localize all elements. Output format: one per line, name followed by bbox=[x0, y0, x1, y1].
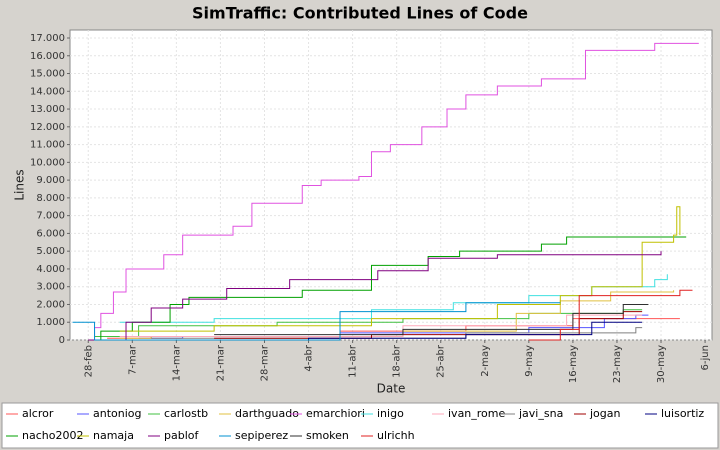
x-tick-label: 6-jun bbox=[700, 345, 711, 370]
y-tick-label: 11.000 bbox=[30, 140, 65, 151]
legend-label: inigo bbox=[377, 407, 404, 420]
legend-label: luisortiz bbox=[661, 407, 704, 420]
legend-label: nacho2002 bbox=[22, 429, 83, 442]
legend-box bbox=[1, 402, 719, 449]
y-axis-title: Lines bbox=[13, 169, 27, 200]
legend-label: javi_sna bbox=[518, 407, 563, 420]
legend-label: alcror bbox=[22, 407, 54, 420]
legend-label: carlostb bbox=[164, 407, 208, 420]
x-tick-label: 4-abr bbox=[304, 344, 315, 371]
x-tick-label: 16-may bbox=[568, 345, 579, 383]
legend-label: emarchiori bbox=[306, 407, 365, 420]
legend-label: antoniog bbox=[93, 407, 142, 420]
legend-label: ulrichh bbox=[377, 429, 415, 442]
y-tick-label: 16.000 bbox=[30, 51, 65, 62]
y-tick-label: 6.000 bbox=[36, 228, 65, 239]
series-line bbox=[528, 289, 693, 341]
legend-label: jogan bbox=[589, 407, 621, 420]
legend-label: darthguado bbox=[235, 407, 299, 420]
series-line bbox=[72, 302, 561, 341]
y-tick-label: 14.000 bbox=[30, 86, 65, 97]
y-tick-label: 0 bbox=[59, 335, 65, 346]
legend: alcror antoniog carlostb darthguado emarchio… bbox=[6, 407, 704, 442]
x-tick-label: 14-mar bbox=[171, 344, 182, 381]
y-tick-label: 2.000 bbox=[36, 299, 65, 310]
y-tick-label: 9.000 bbox=[36, 175, 65, 186]
y-tick-label: 8.000 bbox=[36, 193, 65, 204]
series-line bbox=[88, 251, 662, 341]
y-tick-label: 3.000 bbox=[36, 282, 65, 293]
x-tick-label: 18-abr bbox=[392, 344, 403, 378]
x-tick-label: 28-feb bbox=[83, 345, 94, 377]
y-tick-label: 4.000 bbox=[36, 264, 65, 275]
x-tick-label: 25-abr bbox=[436, 344, 447, 378]
y-tick-label: 17.000 bbox=[30, 33, 65, 44]
y-tick-label: 7.000 bbox=[36, 211, 65, 222]
y-tick-label: 12.000 bbox=[30, 122, 65, 133]
series-line bbox=[88, 42, 699, 341]
x-tick-label: 21-mar bbox=[215, 344, 226, 381]
x-tick-label: 28-mar bbox=[259, 344, 270, 381]
legend-label: smoken bbox=[306, 429, 349, 442]
y-tick-label: 10.000 bbox=[30, 157, 65, 168]
x-tick-label: 9-may bbox=[524, 345, 535, 377]
x-axis-title: Date bbox=[377, 382, 406, 396]
y-tick-label: 15.000 bbox=[30, 69, 65, 80]
series-line bbox=[88, 236, 687, 341]
x-tick-label: 11-abr bbox=[348, 344, 359, 378]
y-tick-label: 1.000 bbox=[36, 317, 65, 328]
plot-area bbox=[69, 29, 713, 341]
legend-label: pablof bbox=[164, 429, 199, 442]
chart-title: SimTraffic: Contributed Lines of Code bbox=[192, 4, 528, 23]
y-tick-label: 5.000 bbox=[36, 246, 65, 257]
legend-label: namaja bbox=[93, 429, 134, 442]
x-tick-label: 30-may bbox=[656, 345, 667, 383]
x-tick-label: 7-mar bbox=[127, 344, 138, 375]
x-tick-label: 23-may bbox=[612, 345, 623, 383]
legend-label: sepiperez bbox=[235, 429, 288, 442]
x-tick-label: 2-may bbox=[480, 345, 491, 377]
series-line bbox=[214, 303, 649, 336]
y-tick-label: 13.000 bbox=[30, 104, 65, 115]
legend-label: ivan_rome bbox=[448, 407, 506, 420]
